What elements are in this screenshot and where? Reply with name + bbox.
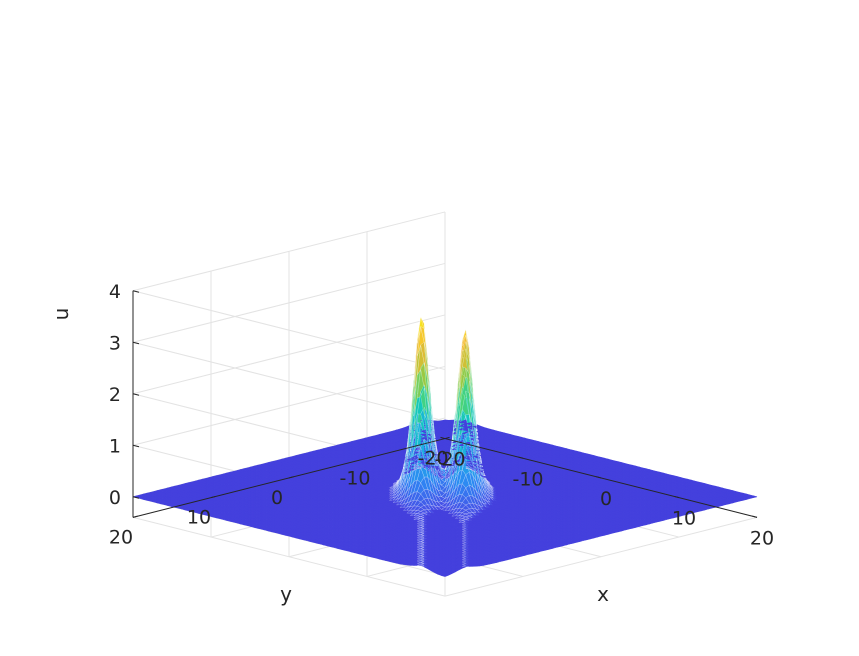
grid-line [132,341,446,422]
grid-line [132,516,446,597]
grid-line [132,290,446,371]
grid-line [132,211,446,292]
grid-line [132,262,446,343]
surface-layer [132,316,758,577]
